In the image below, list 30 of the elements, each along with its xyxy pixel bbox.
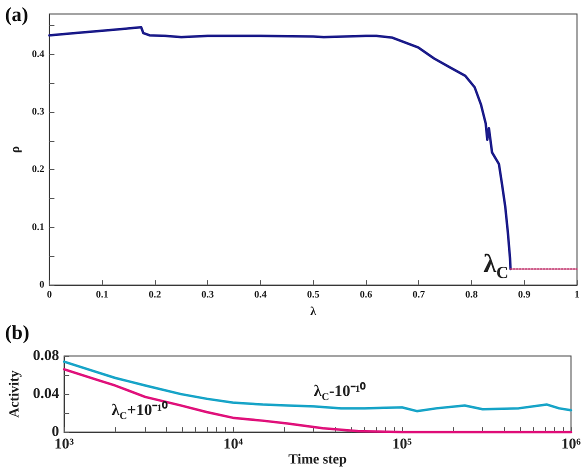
x-tick-label: 0.8 xyxy=(465,290,478,301)
annotation: λ$_{C}$ xyxy=(484,248,508,283)
x-tick-label: 10³ xyxy=(54,436,74,453)
x-tick-label: 0.1 xyxy=(96,290,108,301)
x-tick-label: 0.4 xyxy=(254,290,267,301)
y-tick-label: 0.3 xyxy=(32,106,44,118)
x-tick-label: 10⁴ xyxy=(223,436,244,453)
x-axis-title: Time step xyxy=(288,452,348,468)
x-tick-label: 1 xyxy=(574,290,580,301)
x-tick-label: 10⁵ xyxy=(392,436,412,453)
x-tick-label: 0.3 xyxy=(201,290,214,301)
y-tick-label: 0.04 xyxy=(32,386,60,402)
y-tick-label: 0.4 xyxy=(32,48,44,60)
y-tick-label: 0.08 xyxy=(32,348,60,364)
series-label: λ$_{C}$+10⁻¹⁰ xyxy=(112,400,168,422)
chart-title: (b) xyxy=(5,322,30,344)
y-axis-title: ρ xyxy=(7,146,22,154)
y-tick-label: 0 xyxy=(39,280,44,291)
x-tick-label: 0.7 xyxy=(412,290,425,301)
x-tick-label: 0.9 xyxy=(518,290,530,301)
series-label: λ$_{C}$-10⁻¹⁰ xyxy=(314,381,366,403)
chart-title: (a) xyxy=(5,4,28,26)
x-tick-label: 0.2 xyxy=(148,290,162,301)
x-tick-label: 10⁶ xyxy=(561,436,582,453)
y-tick-label: 0.1 xyxy=(32,222,44,233)
y-axis-title: Activity xyxy=(8,370,22,418)
x-axis-title: λ xyxy=(310,304,316,318)
y-tick-label: 0.2 xyxy=(32,164,44,176)
x-tick-label: 0.5 xyxy=(306,290,320,301)
x-tick-label: 0.6 xyxy=(360,290,372,301)
